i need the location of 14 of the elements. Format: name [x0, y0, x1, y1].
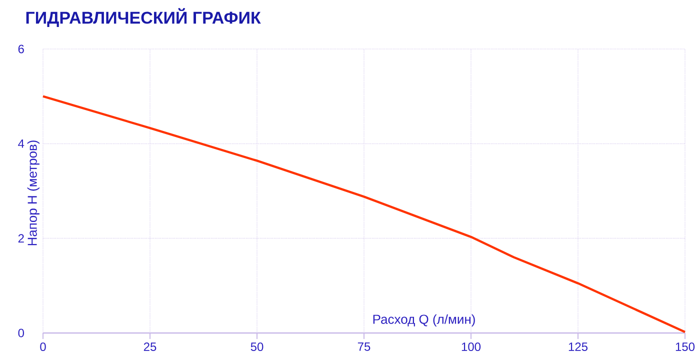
- y-tick-label: 2: [18, 234, 24, 243]
- y-tick-label: 0: [18, 328, 24, 338]
- y-tick-label: 6: [18, 44, 24, 54]
- chart-title: ГИДРАВЛИЧЕСКИЙ ГРАФИК: [26, 8, 261, 27]
- x-tick-label: 50: [250, 342, 264, 352]
- x-tick-label: 0: [40, 342, 46, 352]
- x-axis-title: Расход Q (л/мин): [373, 314, 475, 326]
- x-tick-label: 125: [568, 342, 588, 352]
- x-tick-label: 75: [358, 342, 370, 351]
- x-tick-label: 150: [676, 342, 695, 352]
- x-tick-label: 100: [462, 342, 481, 352]
- x-tick-label: 25: [144, 342, 156, 352]
- y-tick-label: 4: [18, 140, 24, 148]
- y-axis-title: Напор Н (метров): [27, 140, 40, 246]
